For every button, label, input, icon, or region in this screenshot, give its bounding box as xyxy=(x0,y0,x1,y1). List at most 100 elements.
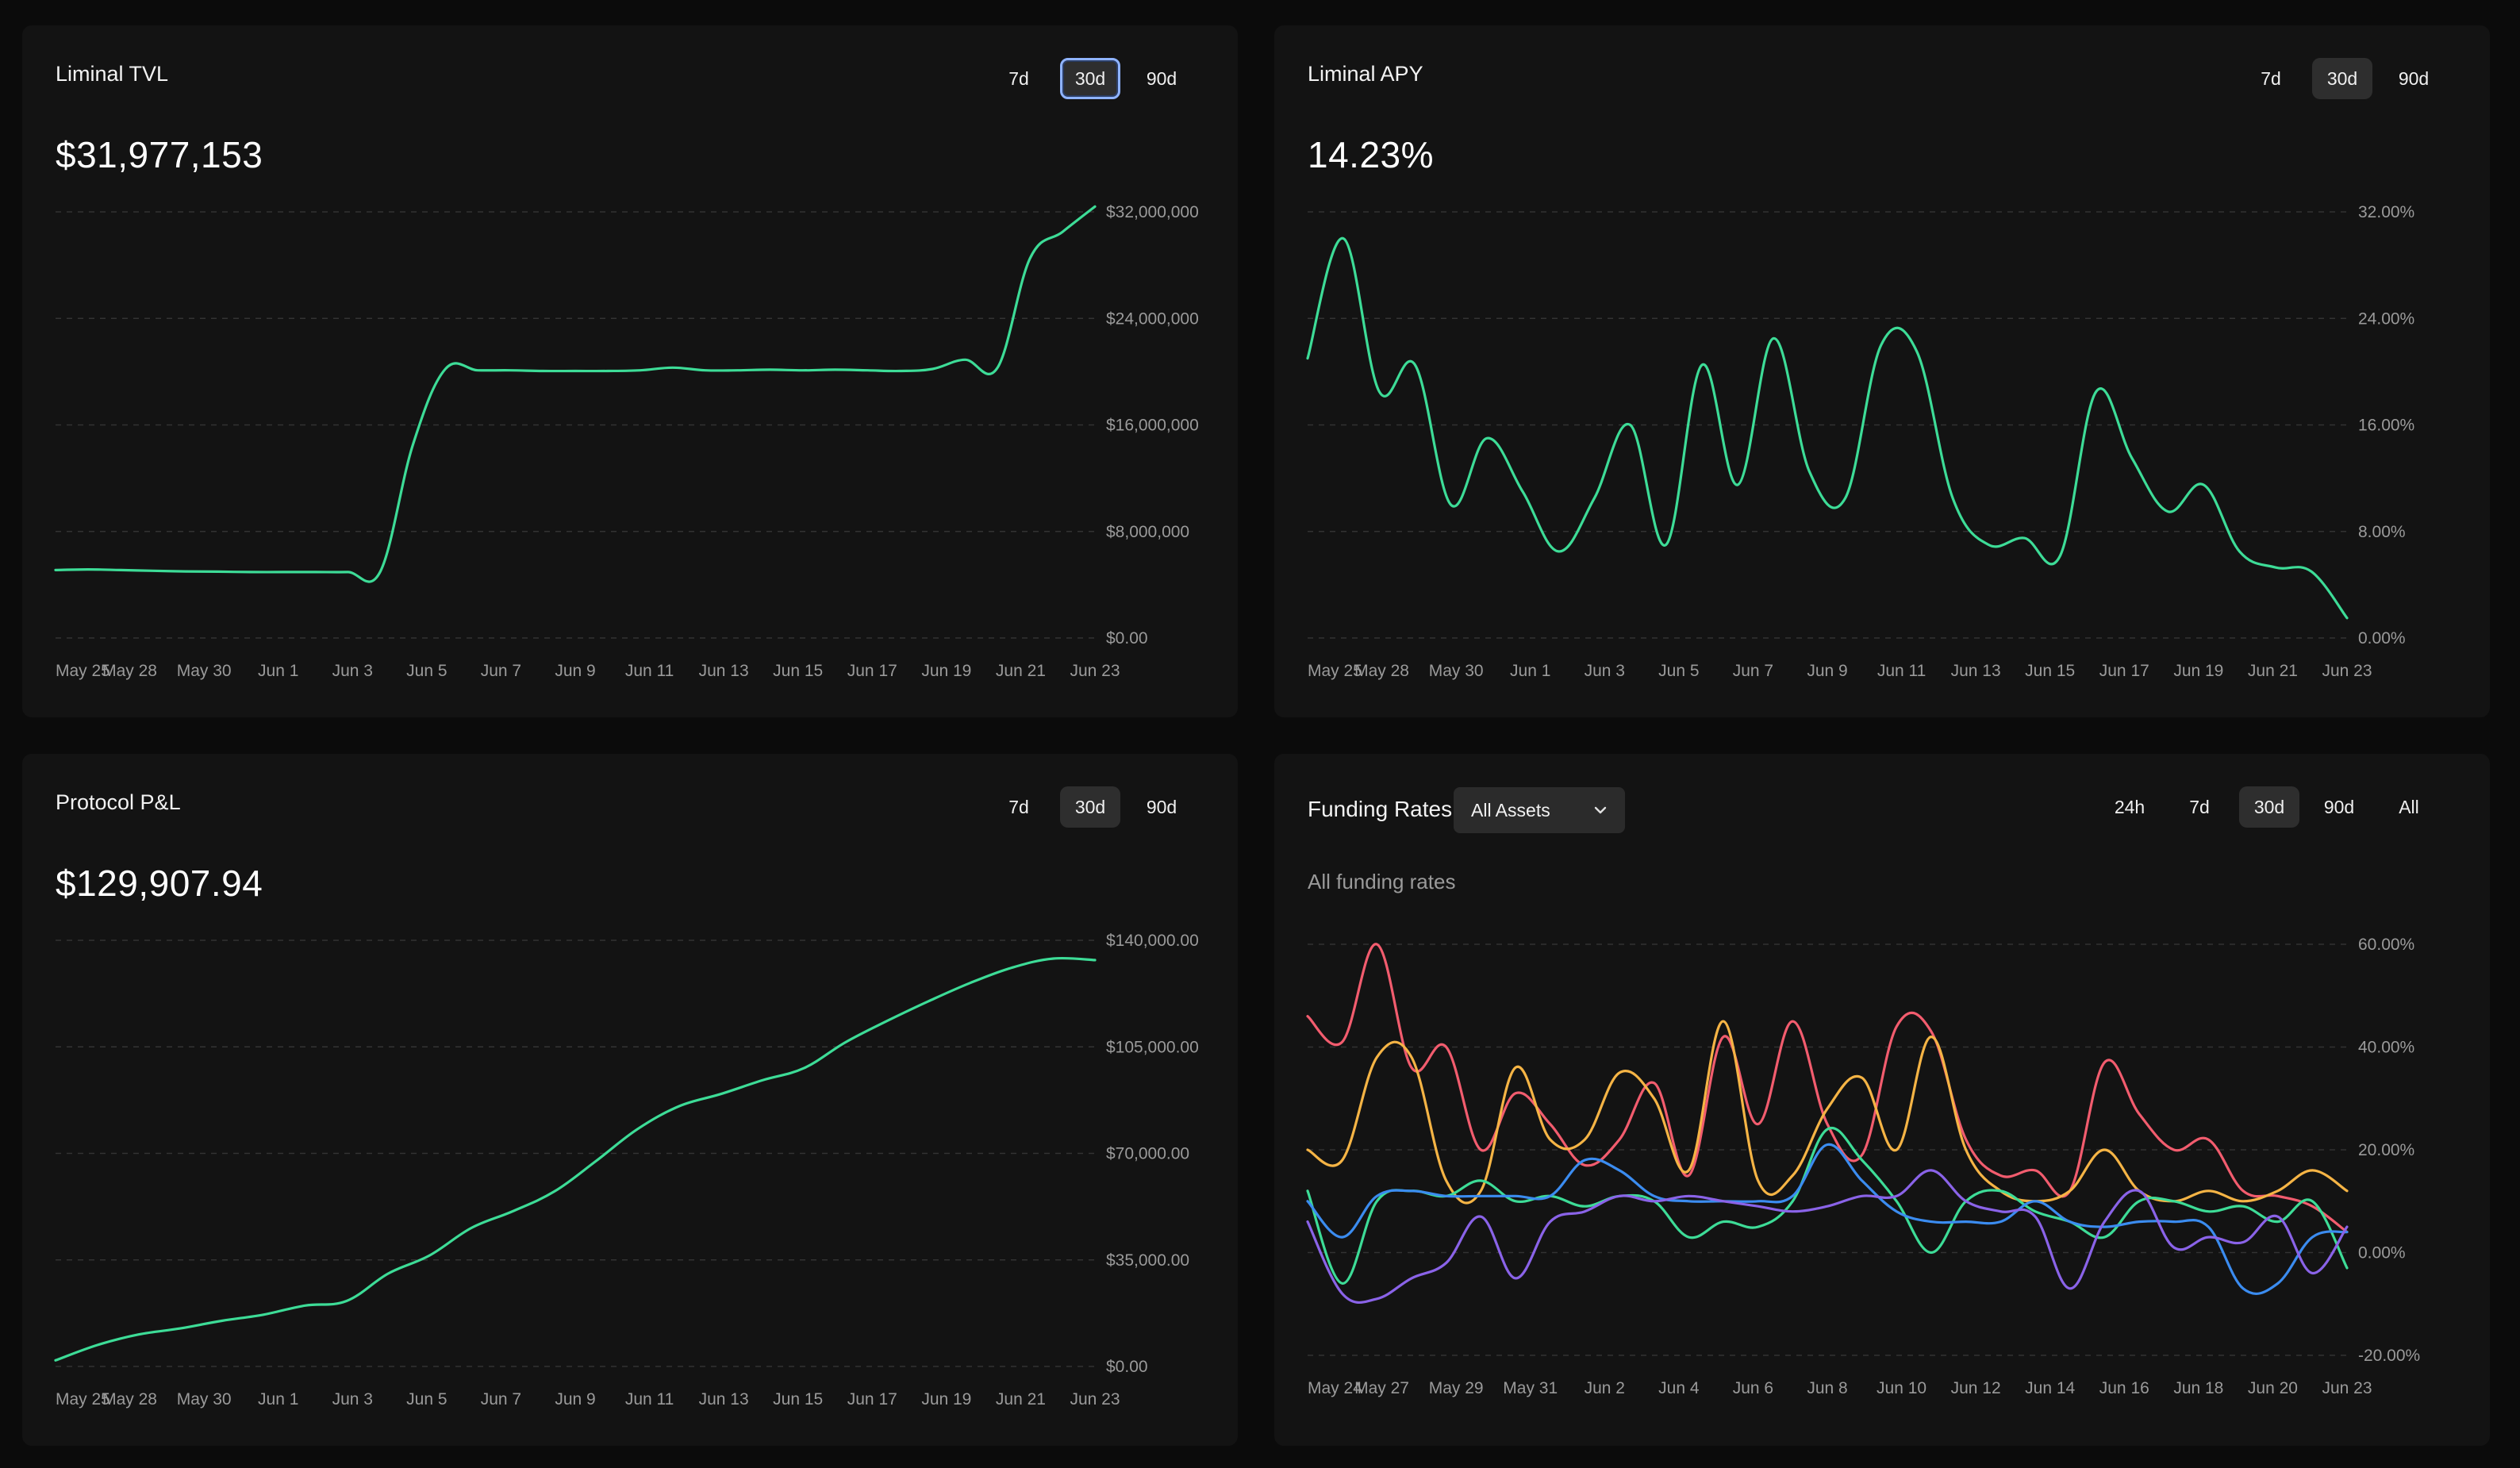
tvl-panel: Liminal TVL $31,977,153 7d 30d 90d $32,0… xyxy=(22,25,1238,717)
time-range-selector: 24h 7d 30d 90d All xyxy=(2099,786,2439,828)
y-tick-label: $24,000,000 xyxy=(1106,309,1199,328)
funding-panel: Funding Rates All Assets 24h 7d 30d 90d … xyxy=(1274,754,2490,1446)
x-tick-label: Jun 14 xyxy=(2025,1379,2075,1397)
pnl-panel: Protocol P&L $129,907.94 7d 30d 90d $140… xyxy=(22,754,1238,1446)
range-24h-button[interactable]: 24h xyxy=(2114,796,2145,817)
range-90d-button[interactable]: 90d xyxy=(1146,796,1177,817)
panel-title: Protocol P&L xyxy=(56,790,181,814)
y-tick-label: 20.00% xyxy=(2358,1141,2414,1159)
y-tick-label: $8,000,000 xyxy=(1106,523,1189,541)
range-7d-button[interactable]: 7d xyxy=(1008,67,1029,89)
x-tick-label: Jun 4 xyxy=(1658,1379,1700,1397)
x-tick-label: May 24 xyxy=(1308,1379,1362,1397)
x-tick-label: Jun 1 xyxy=(1510,662,1550,680)
x-tick-label: Jun 2 xyxy=(1585,1379,1625,1397)
tvl-line-chart: $32,000,000 $24,000,000 $16,000,000 $8,000,… xyxy=(54,203,1199,680)
x-tick-label: Jun 19 xyxy=(921,1390,971,1408)
series-line-2 xyxy=(1306,1020,2349,1205)
x-tick-label: Jun 23 xyxy=(2322,1379,2372,1397)
x-tick-label: Jun 13 xyxy=(699,662,749,680)
series-line-5 xyxy=(1306,1169,2349,1305)
range-90d-button[interactable]: 90d xyxy=(1146,67,1177,89)
x-tick-label: Jun 7 xyxy=(481,1390,521,1408)
x-tick-label: Jun 23 xyxy=(2322,662,2372,680)
pnl-value: $129,907.94 xyxy=(56,863,263,904)
x-tick-label: Jun 21 xyxy=(996,662,1046,680)
range-30d-button[interactable]: 30d xyxy=(1060,786,1120,828)
x-tick-label: Jun 8 xyxy=(1807,1379,1847,1397)
y-tick-label: $0.00 xyxy=(1106,1358,1148,1376)
x-tick-label: Jun 12 xyxy=(1951,1379,2001,1397)
x-tick-label: Jun 10 xyxy=(1877,1379,1926,1397)
x-tick-label: Jun 23 xyxy=(1070,1390,1120,1408)
x-tick-label: May 31 xyxy=(1503,1379,1558,1397)
x-tick-label: Jun 9 xyxy=(1807,662,1847,680)
x-tick-label: May 28 xyxy=(102,662,157,680)
x-tick-label: May 25 xyxy=(56,1390,110,1408)
x-tick-label: Jun 1 xyxy=(258,662,298,680)
chart-subtitle: All funding rates xyxy=(1308,870,1456,893)
x-tick-label: Jun 19 xyxy=(921,662,971,680)
series-line-1 xyxy=(54,956,1097,1362)
range-90d-button[interactable]: 90d xyxy=(2323,796,2355,817)
y-tick-label: 0.00% xyxy=(2358,629,2406,648)
x-tick-label: Jun 21 xyxy=(2248,662,2298,680)
x-tick-label: Jun 7 xyxy=(1733,662,1773,680)
y-tick-label: 0.00% xyxy=(2358,1244,2406,1262)
x-tick-label: Jun 5 xyxy=(406,1390,447,1408)
x-tick-label: Jun 5 xyxy=(1658,662,1699,680)
y-tick-label: $0.00 xyxy=(1106,629,1148,648)
panel-title: Liminal TVL xyxy=(56,62,169,86)
y-tick-label: -20.00% xyxy=(2358,1347,2420,1365)
x-tick-label: Jun 15 xyxy=(773,662,823,680)
x-tick-label: May 27 xyxy=(1354,1379,1409,1397)
x-tick-label: Jun 17 xyxy=(2099,662,2149,680)
x-tick-label: Jun 21 xyxy=(996,1390,1046,1408)
range-30d-button[interactable]: 30d xyxy=(2239,786,2299,828)
y-tick-label: $105,000.00 xyxy=(1106,1038,1199,1056)
apy-value: 14.23% xyxy=(1308,134,1435,175)
x-tick-label: Jun 18 xyxy=(2173,1379,2223,1397)
x-tick-label: Jun 5 xyxy=(406,662,447,680)
x-tick-label: Jun 9 xyxy=(555,1390,595,1408)
range-30d-button[interactable]: 30d xyxy=(2312,58,2372,99)
series-line-3 xyxy=(1306,1126,2349,1285)
range-7d-button[interactable]: 7d xyxy=(1008,796,1029,817)
tvl-value: $31,977,153 xyxy=(56,134,263,175)
range-90d-button[interactable]: 90d xyxy=(2398,67,2430,89)
apy-panel: Liminal APY 14.23% 7d 30d 90d 32.00% 24.0… xyxy=(1274,25,2490,717)
range-30d-button[interactable]: 30d xyxy=(1060,58,1120,99)
x-tick-label: Jun 1 xyxy=(258,1390,298,1408)
x-tick-label: Jun 17 xyxy=(847,1390,897,1408)
x-tick-label: May 25 xyxy=(56,662,110,680)
series-line-1 xyxy=(1306,943,2349,1234)
asset-select[interactable]: All Assets xyxy=(1454,787,1625,833)
series-line-1 xyxy=(54,205,1097,583)
x-tick-label: Jun 11 xyxy=(625,1390,674,1408)
y-tick-label: 8.00% xyxy=(2358,523,2406,541)
range-7d-button[interactable]: 7d xyxy=(2189,796,2210,817)
range-all-button[interactable]: All xyxy=(2399,796,2419,817)
x-tick-label: Jun 11 xyxy=(625,662,674,680)
y-tick-label: $16,000,000 xyxy=(1106,417,1199,435)
x-tick-label: May 30 xyxy=(177,1390,232,1408)
panel-title: Funding Rates xyxy=(1308,797,1453,821)
asset-select-value: All Assets xyxy=(1471,799,1550,820)
x-tick-label: May 25 xyxy=(1308,662,1362,680)
y-tick-label: $140,000.00 xyxy=(1106,932,1199,950)
y-tick-label: 60.00% xyxy=(2358,936,2414,954)
y-tick-label: 32.00% xyxy=(2358,203,2414,221)
x-tick-label: May 30 xyxy=(1429,662,1484,680)
x-tick-label: May 29 xyxy=(1429,1379,1484,1397)
x-tick-label: Jun 17 xyxy=(847,662,897,680)
time-range-selector: 7d 30d 90d xyxy=(2241,57,2444,100)
x-tick-label: Jun 15 xyxy=(2025,662,2075,680)
x-tick-label: Jun 11 xyxy=(1877,662,1926,680)
time-range-selector: 7d 30d 90d xyxy=(989,786,1192,828)
y-tick-label: $70,000.00 xyxy=(1106,1145,1189,1163)
x-tick-label: May 30 xyxy=(177,662,232,680)
range-7d-button[interactable]: 7d xyxy=(2261,67,2281,89)
x-tick-label: Jun 20 xyxy=(2248,1379,2298,1397)
x-tick-label: Jun 15 xyxy=(773,1390,823,1408)
